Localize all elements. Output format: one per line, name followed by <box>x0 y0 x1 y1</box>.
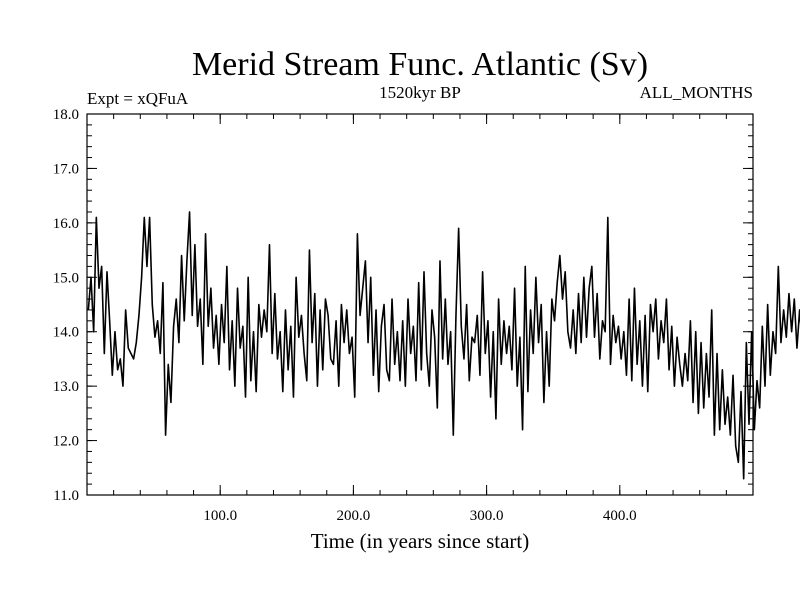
y-tick-label: 11.0 <box>53 488 79 504</box>
x-tick-label: 300.0 <box>470 508 504 524</box>
x-tick-label: 200.0 <box>337 508 371 524</box>
x-axis-label: Time (in years since start) <box>311 529 530 553</box>
plot-frame <box>86 113 754 496</box>
period-label: 1520kyr BP <box>379 83 461 102</box>
y-tick-label: 13.0 <box>53 379 79 395</box>
y-tick-label: 15.0 <box>53 270 79 286</box>
y-tick-label: 18.0 <box>53 107 79 123</box>
axis-ticks <box>86 113 754 496</box>
y-tick-label: 16.0 <box>53 216 79 232</box>
axis-tick-labels: 100.0 200.0 300.0 400.0 11.0 12.0 13.0 14.0 15.0… <box>53 107 637 524</box>
x-tick-label: 100.0 <box>203 508 237 524</box>
y-tick-label: 14.0 <box>53 325 79 341</box>
y-tick-label: 17.0 <box>53 161 79 177</box>
months-label: ALL_MONTHS <box>640 83 753 102</box>
experiment-label: Expt = xQFuA <box>87 89 189 108</box>
x-tick-label: 400.0 <box>603 508 637 524</box>
chart-title: Merid Stream Func. Atlantic (Sv) <box>192 46 648 83</box>
series-line-amoc <box>87 211 800 480</box>
y-tick-label: 12.0 <box>53 434 79 450</box>
